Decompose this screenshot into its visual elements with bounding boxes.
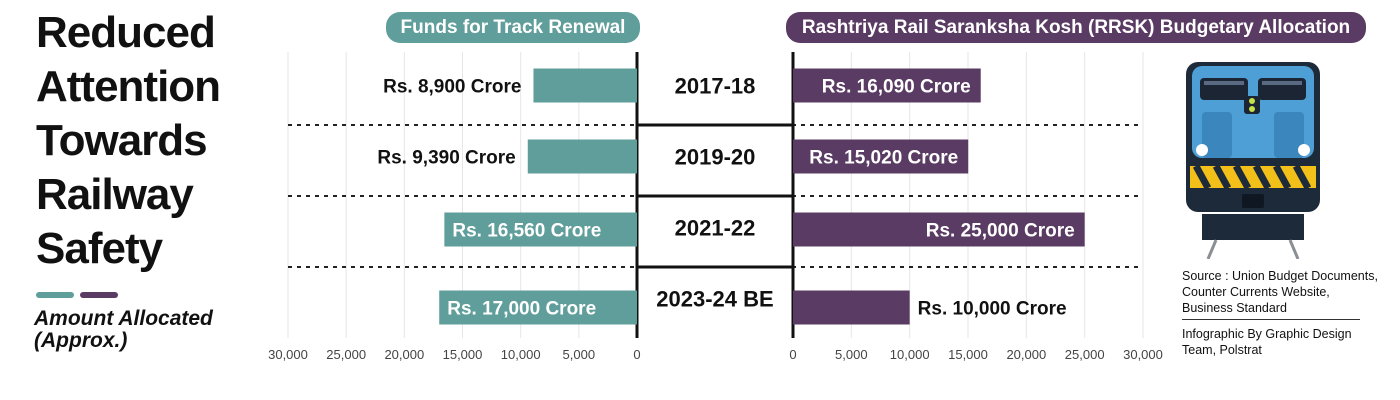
year-label: 2017-18 — [675, 74, 756, 99]
legend-swatches — [36, 292, 126, 298]
credit-note: Infographic By Graphic Design Team, Pols… — [1182, 327, 1352, 357]
year-label: 2021-22 — [675, 216, 756, 241]
right-bar — [793, 290, 910, 325]
left-bar — [527, 139, 637, 174]
left-bar-label: Rs. 9,390 Crore — [377, 148, 515, 169]
source-note: Source : Union Budget Documents, Counter… — [1182, 269, 1378, 315]
right-tick-label: 30,000 — [1123, 347, 1163, 362]
year-label: 2023-24 BE — [656, 287, 773, 312]
right-bar-label: Rs. 15,020 Crore — [809, 148, 958, 169]
right-bar-label: Rs. 25,000 Crore — [926, 221, 1075, 242]
right-tick-label: 20,000 — [1006, 347, 1046, 362]
title-line: Safety — [36, 224, 163, 273]
right-bar — [793, 68, 981, 103]
title-line: Towards — [36, 116, 208, 165]
right-chart-title: Rashtriya Rail Saranksha Kosh (RRSK) Bud… — [786, 12, 1366, 43]
left-tick-label: 10,000 — [501, 347, 541, 362]
divider — [1182, 319, 1360, 320]
left-chart-title: Funds for Track Renewal — [386, 12, 640, 43]
title-line: Attention — [36, 62, 221, 111]
legend-swatch-purple — [80, 292, 118, 298]
left-tick-label: 5,000 — [563, 347, 596, 362]
left-tick-label: 20,000 — [384, 347, 424, 362]
right-bar — [793, 212, 1085, 247]
legend-label-line: Amount Allocated — [34, 307, 213, 330]
title-line: Reduced — [36, 8, 216, 57]
left-tick-label: 25,000 — [326, 347, 366, 362]
left-tick-label: 0 — [633, 347, 640, 362]
right-tick-label: 15,000 — [948, 347, 988, 362]
right-tick-label: 5,000 — [835, 347, 868, 362]
title-line: Railway — [36, 170, 194, 219]
left-bar-label: Rs. 8,900 Crore — [383, 77, 521, 98]
year-label: 2019-20 — [675, 145, 756, 170]
locomotive-icon — [1182, 54, 1324, 260]
legend-label: Amount Allocated (Approx.) — [34, 308, 254, 352]
page-title: Reduced Attention Towards Railway Safety — [36, 6, 276, 276]
legend-label-line: (Approx.) — [34, 329, 128, 352]
right-bar — [793, 139, 969, 174]
right-tick-label: 10,000 — [890, 347, 930, 362]
right-bar-label: Rs. 16,090 Crore — [822, 77, 971, 98]
left-tick-label: 15,000 — [443, 347, 483, 362]
right-tick-label: 0 — [789, 347, 796, 362]
right-bar-label: Rs. 10,000 Crore — [918, 299, 1067, 320]
legend-swatch-teal — [36, 292, 74, 298]
left-bar — [533, 68, 637, 103]
left-bar-label: Rs. 17,000 Crore — [447, 299, 596, 320]
left-bar-label: Rs. 16,560 Crore — [452, 221, 601, 242]
left-bar — [444, 212, 637, 247]
left-tick-label: 30,000 — [268, 347, 308, 362]
left-bar — [439, 290, 637, 325]
right-tick-label: 25,000 — [1065, 347, 1105, 362]
